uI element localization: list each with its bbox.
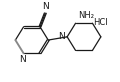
Text: N: N [59,32,65,41]
Text: N: N [19,55,26,64]
Text: HCl: HCl [94,18,108,27]
Text: N: N [42,2,49,11]
Text: NH₂: NH₂ [78,11,94,20]
